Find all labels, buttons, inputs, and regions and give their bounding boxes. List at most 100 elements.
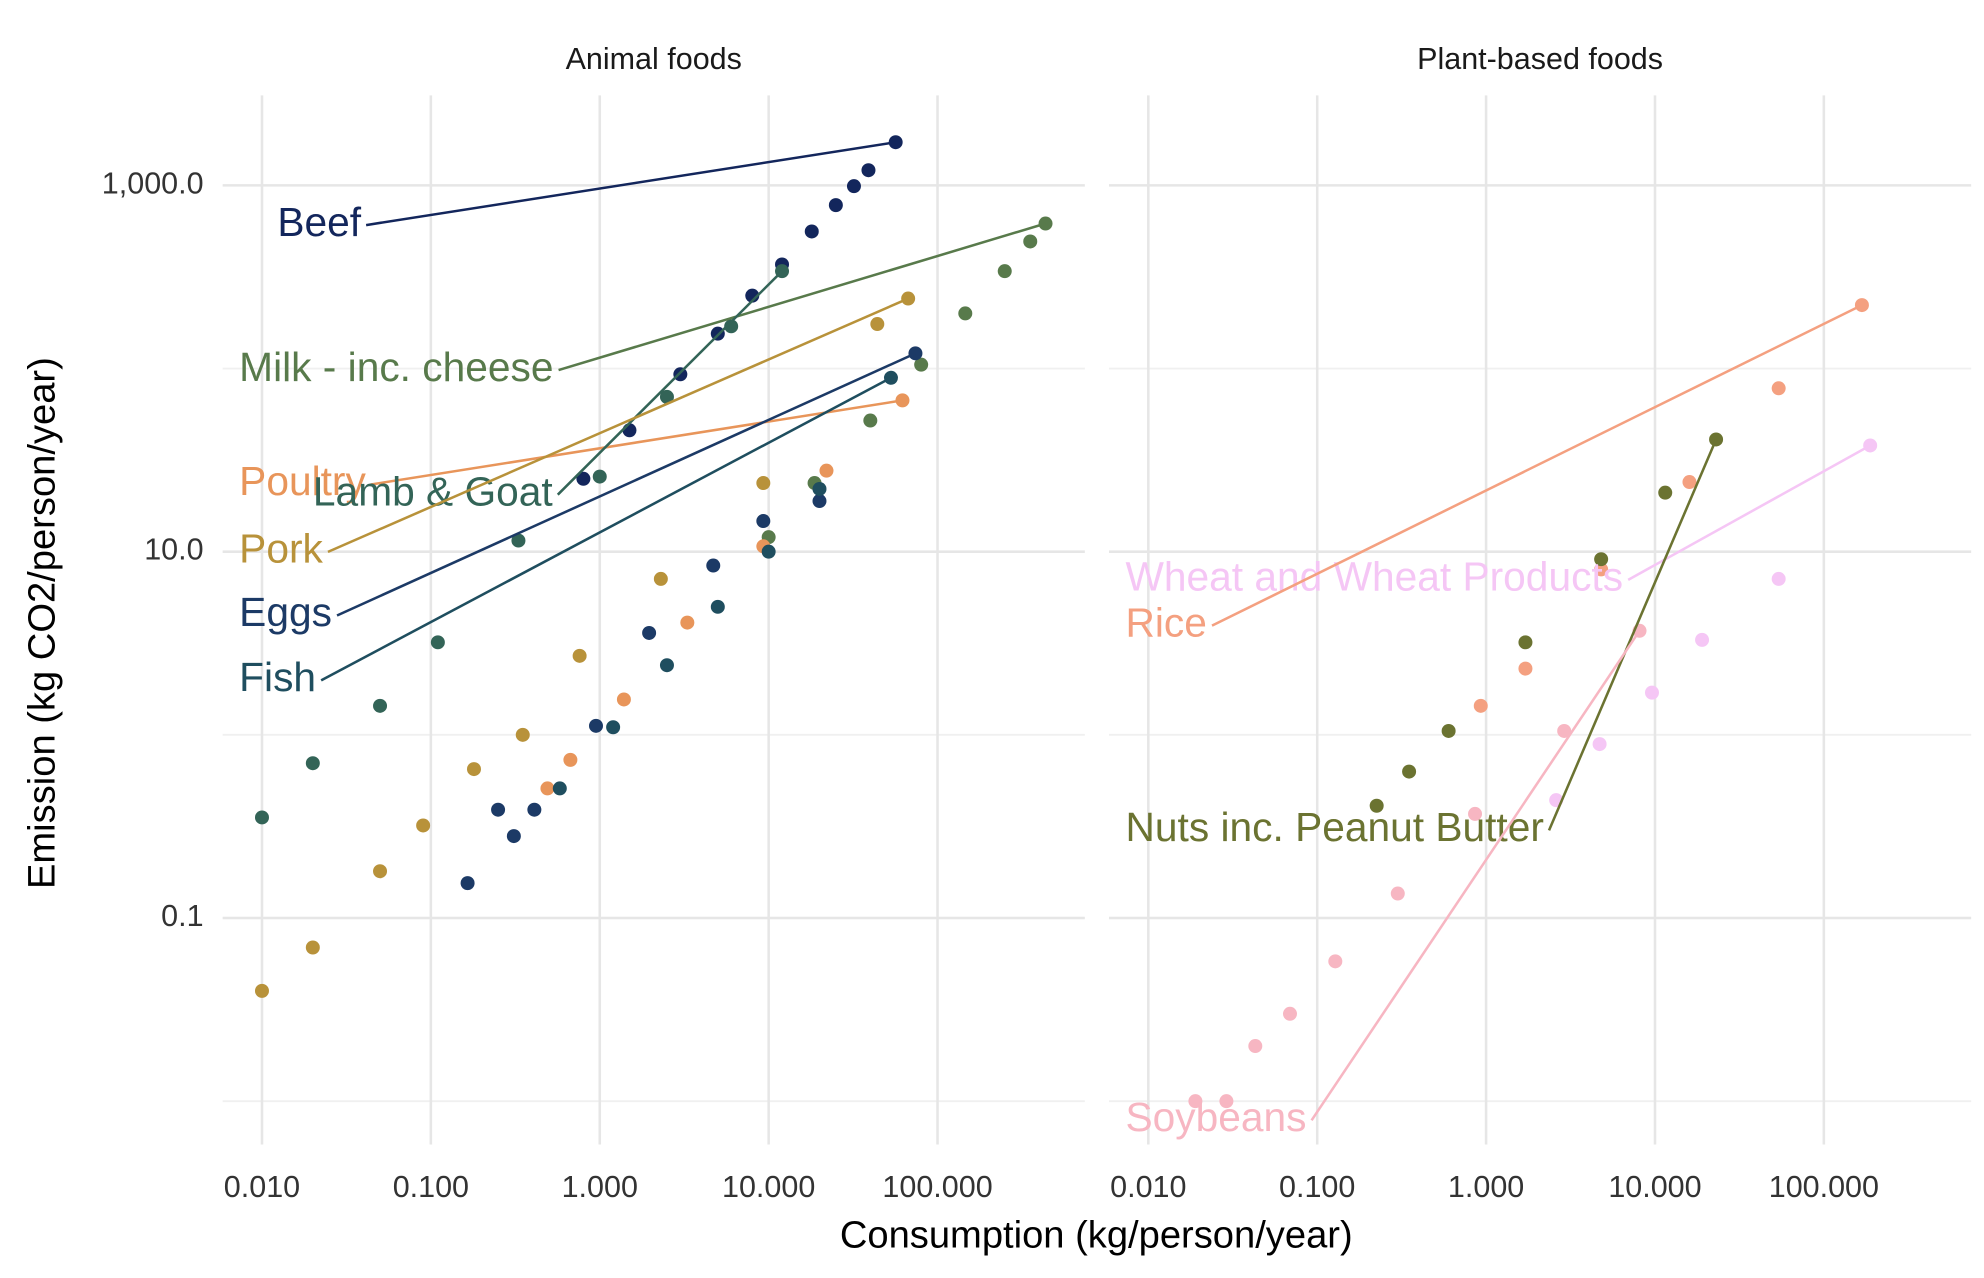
point <box>812 494 827 509</box>
x-tick-label: 10.000 <box>1608 1170 1701 1204</box>
point <box>466 762 481 777</box>
point <box>914 357 929 372</box>
series-label: Milk - inc. cheese <box>239 344 553 390</box>
point <box>373 698 388 713</box>
point <box>576 471 591 486</box>
y-axis-title: Emission (kg CO2/person/year) <box>21 357 64 889</box>
point <box>1594 562 1609 577</box>
point <box>756 514 771 529</box>
x-tick-label: 0.010 <box>1110 1170 1186 1204</box>
point <box>1594 552 1609 567</box>
point <box>1863 438 1878 453</box>
label-connector <box>1547 438 1718 831</box>
point <box>572 648 587 663</box>
point <box>846 179 861 194</box>
grid <box>222 95 1972 1145</box>
point <box>1328 954 1343 969</box>
point <box>1282 1006 1297 1021</box>
label-connector <box>1627 444 1871 581</box>
point <box>828 198 843 213</box>
point <box>540 781 555 796</box>
point <box>563 752 578 767</box>
label-connector <box>558 222 1046 372</box>
point <box>761 544 776 559</box>
point <box>1658 485 1673 500</box>
point <box>1473 698 1488 713</box>
point <box>515 727 530 742</box>
x-tick-label: 0.100 <box>1279 1170 1355 1204</box>
point <box>373 864 388 879</box>
point <box>622 423 637 438</box>
point <box>659 658 674 673</box>
point <box>958 306 973 321</box>
point <box>254 983 269 998</box>
point <box>1248 1039 1263 1054</box>
point <box>745 288 760 303</box>
series-label: Beef <box>277 199 361 245</box>
x-tick-label: 10.000 <box>722 1170 815 1204</box>
point <box>305 756 320 771</box>
x-tick-label: 1.000 <box>562 1170 638 1204</box>
series-label: Soybeans <box>1126 1094 1307 1140</box>
point <box>1441 723 1456 738</box>
series-label: Lamb & Goat <box>313 468 553 514</box>
point <box>997 264 1012 279</box>
point <box>1188 1094 1203 1109</box>
point <box>491 802 506 817</box>
point <box>527 802 542 817</box>
x-axis-title: Consumption (kg/person/year) <box>840 1213 1353 1256</box>
point <box>511 533 526 548</box>
point <box>592 469 607 484</box>
point <box>861 163 876 178</box>
series-label: Eggs <box>239 589 332 635</box>
point <box>460 876 475 891</box>
point <box>1557 723 1572 738</box>
x-tick-label: 0.100 <box>393 1170 469 1204</box>
point <box>895 393 910 408</box>
point <box>724 319 739 334</box>
point <box>1390 886 1405 901</box>
point <box>642 625 657 640</box>
point <box>804 224 819 239</box>
point <box>706 558 721 573</box>
label-connector <box>327 297 909 554</box>
x-tick-label: 1.000 <box>1448 1170 1524 1204</box>
point <box>1402 764 1417 779</box>
series-label: Poultry <box>239 458 366 504</box>
y-tick-label: 1,000.0 <box>102 166 204 200</box>
point <box>812 481 827 496</box>
point <box>1518 635 1533 650</box>
marks <box>254 135 1878 1109</box>
facet-title: Plant-based foods <box>1417 42 1663 76</box>
point <box>1771 571 1786 586</box>
point <box>1468 806 1483 821</box>
point <box>819 463 834 478</box>
point <box>1369 798 1384 813</box>
point <box>1592 737 1607 752</box>
label-connector <box>365 140 896 227</box>
point <box>616 692 631 707</box>
point <box>1219 1094 1234 1109</box>
series-label: Nuts inc. Peanut Butter <box>1126 804 1544 850</box>
x-tick-label: 100.000 <box>1769 1170 1879 1204</box>
label-connector <box>370 399 903 486</box>
point <box>254 810 269 825</box>
label-connector <box>320 376 892 682</box>
point <box>305 940 320 955</box>
point <box>710 599 725 614</box>
x-tick-label: 100.000 <box>882 1170 992 1204</box>
label-connector <box>336 352 916 617</box>
label-connector <box>1211 303 1863 627</box>
point <box>659 389 674 404</box>
point <box>653 571 668 586</box>
y-tick-label: 0.1 <box>161 899 203 933</box>
point <box>680 615 695 630</box>
point <box>606 720 621 735</box>
label-connector <box>1310 630 1641 1122</box>
point <box>1518 661 1533 676</box>
point <box>589 718 603 733</box>
point <box>1695 632 1710 647</box>
point <box>1682 475 1697 490</box>
